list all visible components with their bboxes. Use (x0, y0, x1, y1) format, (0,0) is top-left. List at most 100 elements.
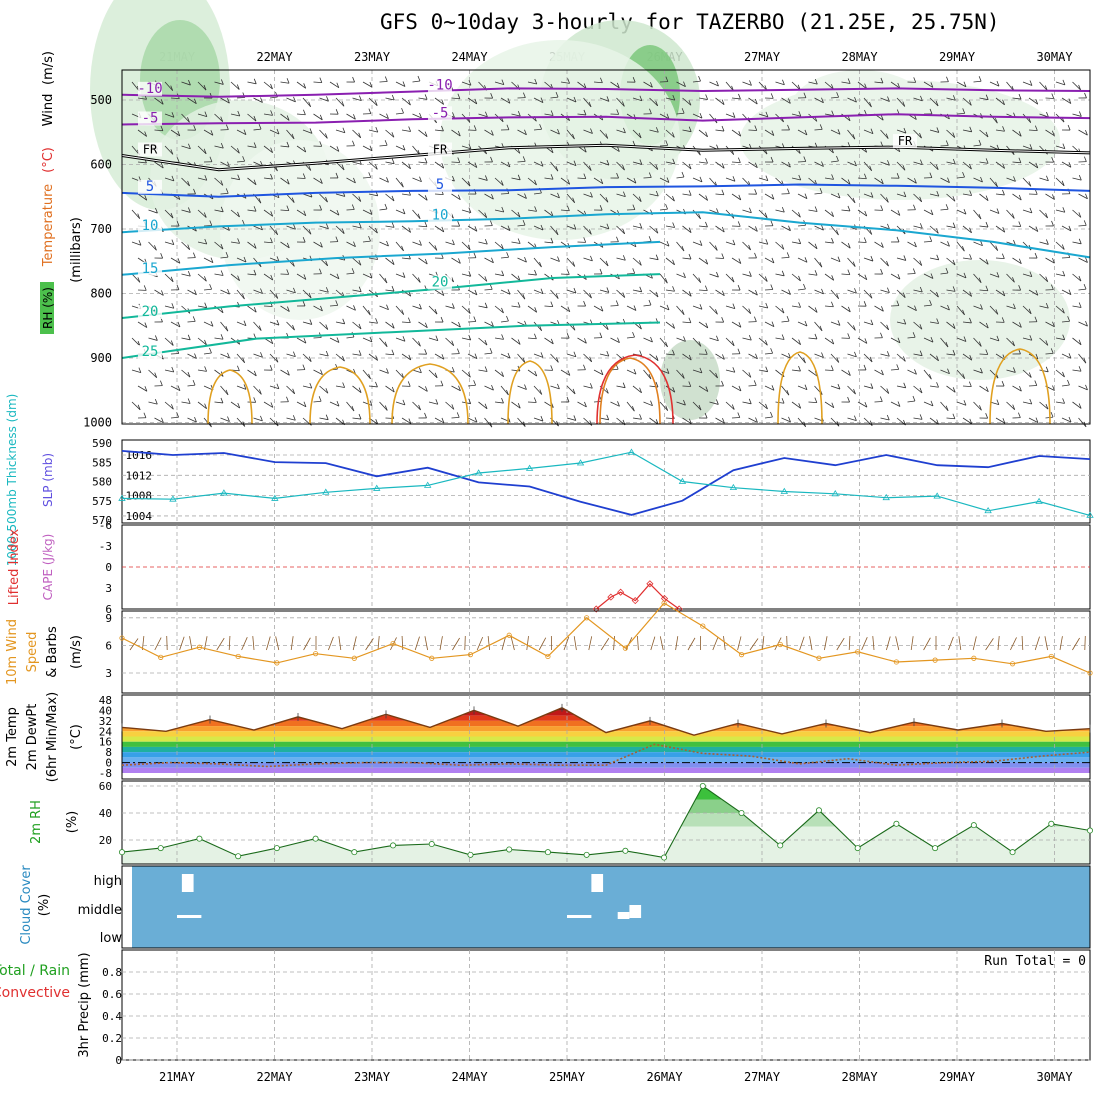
wind-barb-flag (501, 371, 504, 377)
wind-barb (494, 209, 504, 213)
wind-barb-flag (309, 319, 313, 325)
wind-barb-flag (814, 333, 818, 340)
wind-barb (632, 97, 643, 102)
wind-barb (1028, 161, 1039, 169)
wind-barb-flag (434, 372, 438, 378)
wind-barb-flag (870, 319, 874, 325)
wind-barb (494, 305, 504, 314)
wind-barb-flag (788, 353, 791, 359)
wind-barb (362, 145, 373, 152)
wind-barb (517, 193, 527, 199)
wind-barb-flag (474, 162, 478, 168)
wind-barb-flag (622, 382, 626, 388)
wind-barb-flag (572, 197, 576, 203)
wind-barb-flag (386, 368, 389, 374)
wind-barb (583, 353, 592, 363)
wind-barb-flag (209, 284, 213, 290)
wind-barb-flag (1051, 220, 1054, 227)
wind-barb-flag (903, 318, 907, 325)
wind-barb (533, 417, 544, 422)
isotherm-10 (121, 211, 1091, 259)
wind-barb (665, 129, 675, 138)
wind-barb (385, 385, 395, 393)
wind-barb-flag (489, 284, 493, 290)
wind-barb-flag (1018, 131, 1022, 137)
cape-label: CAPE (J/kg) (41, 534, 55, 601)
wind-barb-flag (491, 193, 494, 200)
wind-barb (962, 385, 972, 388)
isotherm-label-bg (428, 106, 452, 121)
wind-barb-flag (473, 125, 477, 131)
temp-tick-label: 0 (105, 757, 112, 770)
wind-barb-flag (507, 352, 511, 359)
wind-barb-flag (1068, 353, 1072, 359)
wind-barb (973, 241, 983, 247)
wind-barb-flag (539, 124, 543, 130)
wind-barb-flag (203, 84, 207, 91)
wind-barb-flag (491, 385, 494, 391)
isotherm--5 (121, 113, 1091, 126)
wind-barb-flag (286, 205, 290, 211)
wind-barb (1055, 81, 1066, 86)
wind-barb-flag (440, 380, 444, 386)
wind-barb-flag (963, 209, 967, 215)
wind-barb (830, 353, 840, 363)
wind-barb-flag (237, 365, 240, 371)
wind-barb-flag (534, 370, 538, 377)
wind-barb-flag (424, 221, 428, 227)
wind-speed-marker (738, 651, 745, 658)
wind-barb (511, 177, 521, 181)
wind-barb-flag (1085, 257, 1088, 263)
wind-barb-flag (599, 205, 603, 211)
wind-barb-flag (930, 209, 934, 215)
wind-barb (1078, 224, 1087, 227)
wind-barb-flag (632, 331, 635, 338)
wind-barb (230, 145, 240, 154)
wind-barb (1022, 401, 1032, 405)
wind-barb-flag (869, 420, 873, 426)
wind-barb-flag (227, 352, 230, 358)
wind-barb (412, 337, 421, 347)
wind-barb-flag (978, 139, 982, 146)
wind-barb-flag (881, 306, 884, 312)
wind-barb (593, 81, 603, 84)
wind-barb-flag (847, 370, 851, 376)
wind-barb-flag (258, 198, 262, 204)
wind-barb-flag (705, 94, 709, 100)
wind-barb-flag (945, 140, 949, 146)
wind-barb (979, 161, 989, 164)
wind-barb (940, 369, 950, 375)
wind-barb-flag (902, 165, 906, 171)
wind-barb-flag (473, 252, 477, 258)
wind-barb (583, 193, 593, 198)
wind-barb-flag (837, 383, 841, 390)
wind-barb (1039, 337, 1049, 346)
wind-barb-flag (1068, 225, 1072, 232)
wind-barb-flag (144, 195, 148, 201)
temp-band-8 (122, 746, 1090, 753)
wind-barb-flag (963, 400, 967, 406)
wind-barb-flag (886, 197, 889, 203)
isotherm-label-bg (138, 261, 162, 276)
wind-barb-flag (648, 373, 652, 380)
wind-barb-flag (814, 397, 818, 403)
wind-barb-flag (1085, 384, 1088, 390)
wind-barb (946, 417, 955, 420)
wind-barb-flag (359, 95, 362, 101)
wind-barb-flag (243, 129, 247, 135)
wind-barb-flag (1018, 221, 1022, 227)
wind-barb (247, 145, 257, 148)
wind-barb-flag (187, 334, 191, 340)
wind-barb-flag (588, 101, 592, 108)
wind-barb (352, 97, 362, 101)
wind-barb (379, 401, 388, 411)
wind-barb-flag (517, 302, 521, 308)
date-label-top: 27MAY (744, 50, 781, 64)
wind-barb-flag (220, 142, 224, 149)
wind-barb-flag (946, 76, 949, 82)
wind-barb-flag (616, 146, 620, 152)
wind-barb (533, 385, 543, 395)
wind-barb (566, 97, 577, 103)
wind-barb-flag (386, 113, 389, 119)
wind-barb (665, 225, 675, 228)
